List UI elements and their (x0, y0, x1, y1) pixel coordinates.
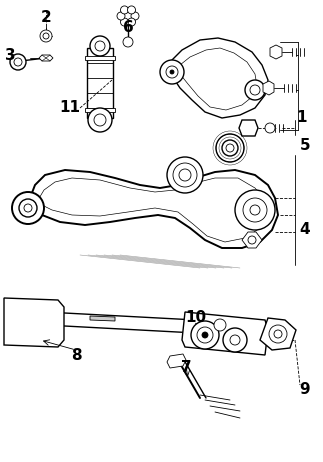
Text: 11: 11 (59, 101, 80, 116)
Circle shape (179, 169, 191, 181)
Polygon shape (12, 316, 285, 336)
Circle shape (202, 332, 208, 338)
Polygon shape (170, 38, 268, 118)
Circle shape (19, 199, 37, 217)
Polygon shape (85, 108, 115, 112)
Circle shape (265, 123, 275, 133)
Text: 2: 2 (41, 11, 51, 25)
Circle shape (128, 6, 136, 14)
Circle shape (269, 325, 287, 343)
Circle shape (230, 335, 240, 345)
Circle shape (131, 12, 139, 20)
Circle shape (14, 58, 22, 66)
Circle shape (248, 236, 256, 244)
Circle shape (120, 6, 129, 14)
Circle shape (88, 108, 112, 132)
Circle shape (40, 30, 52, 42)
Circle shape (214, 319, 226, 331)
Circle shape (10, 54, 26, 70)
Text: 1: 1 (297, 110, 307, 126)
Polygon shape (239, 120, 258, 136)
Circle shape (243, 198, 267, 222)
Circle shape (250, 85, 260, 95)
Polygon shape (167, 354, 186, 368)
Circle shape (123, 37, 133, 47)
Circle shape (226, 144, 234, 152)
Polygon shape (178, 48, 257, 110)
Text: 5: 5 (300, 138, 310, 152)
Circle shape (216, 134, 244, 162)
Polygon shape (182, 312, 268, 355)
Circle shape (90, 36, 110, 56)
Circle shape (128, 18, 136, 26)
Circle shape (95, 41, 105, 51)
Circle shape (166, 66, 178, 78)
Circle shape (250, 205, 260, 215)
Circle shape (191, 321, 219, 349)
Polygon shape (270, 45, 282, 59)
Circle shape (222, 140, 238, 156)
Circle shape (235, 190, 275, 230)
Text: 10: 10 (185, 310, 207, 326)
Circle shape (117, 12, 125, 20)
Circle shape (245, 80, 265, 100)
Polygon shape (90, 316, 115, 321)
Polygon shape (39, 55, 53, 61)
Circle shape (223, 328, 247, 352)
Circle shape (167, 157, 203, 193)
Text: 3: 3 (5, 48, 15, 62)
Circle shape (173, 163, 197, 187)
Polygon shape (242, 232, 262, 248)
Polygon shape (38, 178, 267, 242)
Polygon shape (87, 48, 113, 118)
Polygon shape (30, 170, 278, 248)
Circle shape (12, 192, 44, 224)
Polygon shape (260, 318, 296, 350)
Polygon shape (8, 310, 290, 338)
Circle shape (120, 18, 129, 26)
Text: 7: 7 (181, 360, 191, 376)
Circle shape (160, 60, 184, 84)
Text: 9: 9 (300, 383, 310, 397)
Circle shape (24, 204, 32, 212)
Text: 8: 8 (71, 347, 81, 363)
Polygon shape (85, 56, 115, 60)
Circle shape (120, 8, 136, 24)
Text: 6: 6 (123, 20, 133, 36)
Text: 4: 4 (300, 223, 310, 237)
Circle shape (197, 327, 213, 343)
Polygon shape (4, 298, 64, 347)
Polygon shape (20, 318, 280, 334)
Circle shape (94, 114, 106, 126)
Circle shape (170, 70, 174, 74)
Polygon shape (263, 81, 274, 95)
Circle shape (274, 330, 282, 338)
Circle shape (43, 33, 49, 39)
